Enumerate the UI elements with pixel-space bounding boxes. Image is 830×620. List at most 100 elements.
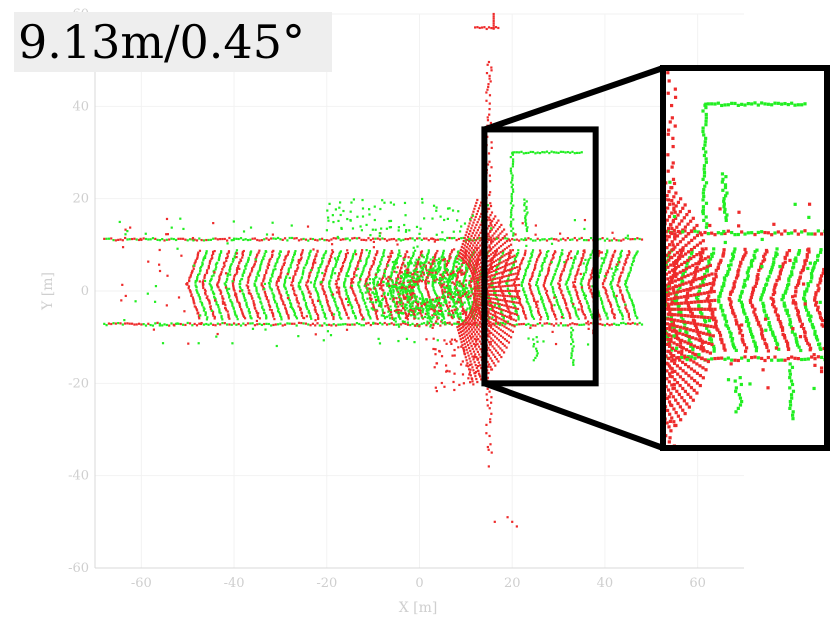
point: [588, 278, 591, 281]
point: [420, 280, 423, 283]
point: [478, 272, 481, 276]
point: [241, 256, 244, 259]
point: [378, 287, 382, 290]
point: [338, 251, 342, 254]
point: [589, 277, 592, 280]
point: [365, 279, 368, 282]
point: [548, 238, 551, 241]
point: [490, 293, 493, 296]
point: [361, 273, 364, 276]
point: [346, 323, 349, 326]
point: [447, 308, 450, 311]
point: [299, 259, 302, 262]
point: [564, 324, 567, 327]
point: [566, 285, 569, 288]
point: [288, 299, 291, 302]
point: [467, 315, 470, 318]
point: [359, 275, 363, 278]
point: [414, 296, 417, 299]
point: [425, 278, 428, 281]
point: [467, 354, 470, 357]
point: [410, 256, 413, 260]
point: [364, 305, 368, 308]
point: [360, 291, 364, 295]
point: [405, 250, 408, 253]
point: [272, 237, 275, 240]
point: [448, 280, 452, 283]
point: [535, 305, 538, 309]
point: [544, 275, 547, 278]
point: [421, 310, 424, 313]
point: [476, 289, 479, 293]
point: [600, 264, 603, 267]
point: [563, 299, 566, 302]
point: [504, 269, 507, 273]
point: [496, 351, 499, 354]
point: [348, 301, 352, 304]
point: [501, 314, 504, 318]
point: [404, 303, 407, 306]
point: [501, 291, 504, 294]
point: [244, 238, 247, 241]
point: [258, 269, 261, 272]
point: [270, 273, 274, 276]
point: [492, 297, 495, 300]
point: [436, 298, 439, 301]
point: [567, 277, 570, 280]
point: [198, 237, 201, 240]
point: [147, 238, 150, 241]
point: [235, 295, 238, 298]
point: [404, 297, 407, 300]
point: [345, 293, 348, 296]
point: [397, 311, 400, 315]
point: [464, 322, 468, 326]
point: [479, 271, 482, 274]
point: [168, 238, 171, 241]
point: [232, 259, 235, 262]
point: [475, 301, 478, 304]
point: [210, 288, 213, 291]
point: [472, 229, 476, 232]
point: [583, 296, 587, 300]
point: [209, 280, 212, 283]
point: [585, 268, 588, 272]
point: [430, 299, 433, 303]
point: [457, 253, 460, 256]
point: [295, 294, 298, 297]
point: [537, 286, 540, 290]
point: [454, 286, 457, 289]
point: [487, 300, 490, 303]
point: [220, 271, 223, 274]
point: [151, 324, 155, 327]
point: [473, 241, 476, 245]
point: [140, 323, 143, 326]
point: [513, 284, 516, 287]
point: [510, 206, 514, 209]
point: [597, 313, 601, 316]
point: [388, 322, 391, 326]
point: [348, 239, 352, 242]
point: [619, 291, 622, 294]
point: [392, 285, 396, 288]
point: [226, 277, 229, 281]
point: [233, 289, 236, 292]
point: [443, 267, 446, 270]
point: [225, 259, 228, 263]
point: [201, 304, 204, 307]
point: [277, 256, 281, 259]
point: [407, 268, 410, 272]
point: [353, 323, 356, 326]
point: [544, 256, 547, 260]
point: [396, 256, 400, 259]
point: [232, 277, 236, 280]
point: [436, 318, 439, 321]
point: [459, 324, 462, 327]
point: [636, 250, 639, 253]
point: [447, 293, 450, 296]
point: [443, 295, 447, 299]
point: [479, 304, 482, 307]
point: [391, 268, 394, 271]
point: [455, 239, 458, 242]
point: [362, 324, 365, 327]
point: [580, 236, 583, 240]
